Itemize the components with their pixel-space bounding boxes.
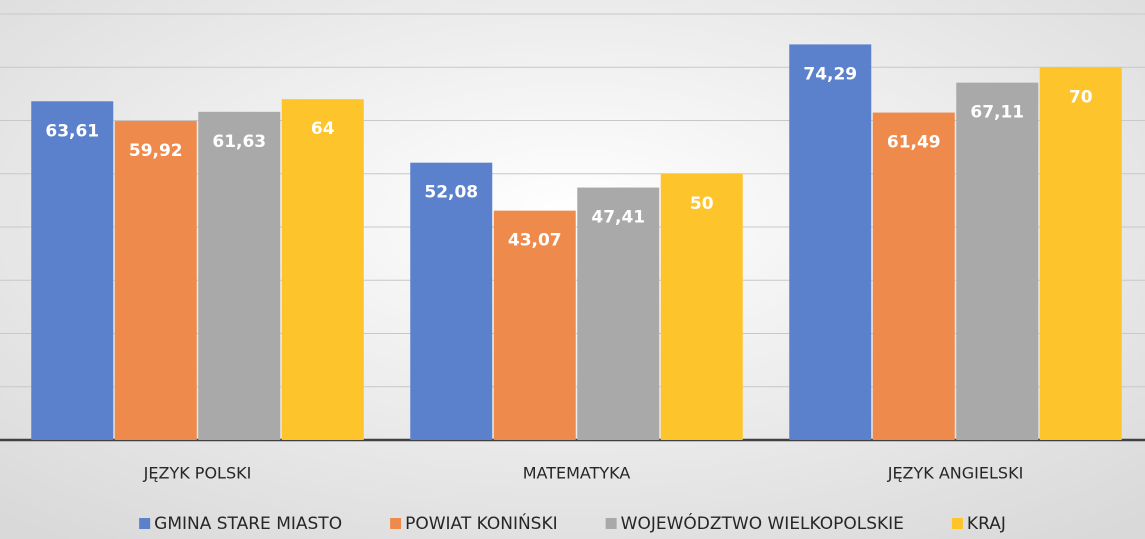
data-label: 52,08: [424, 183, 478, 203]
bar: [493, 210, 576, 440]
legend-label: KRAJ: [967, 514, 1006, 534]
x-tick-label: MATEMATYKA: [523, 464, 631, 483]
data-label: 74,29: [803, 64, 857, 84]
data-label: 70: [1069, 87, 1093, 107]
legend-label: WOJEWÓDZTWO WIELKOPOLSKIE: [621, 512, 904, 534]
legend-swatch: [390, 518, 402, 529]
data-label: 43,07: [508, 231, 562, 251]
data-label: 61,49: [887, 133, 941, 153]
bar: [410, 162, 493, 440]
bar: [281, 99, 364, 440]
legend-swatch: [605, 518, 617, 529]
x-tick-label: JĘZYK ANGIELSKI: [887, 464, 1024, 483]
data-label: 50: [690, 194, 714, 214]
x-tick-label: JĘZYK POLSKI: [143, 464, 252, 483]
bar: [789, 44, 872, 440]
data-label: 64: [311, 119, 335, 139]
legend-swatch: [139, 518, 151, 529]
bar: [1039, 67, 1122, 440]
bar: [114, 120, 197, 441]
data-label: 59,92: [129, 141, 183, 161]
data-label: 61,63: [212, 132, 266, 152]
bar: [577, 187, 660, 440]
legend-swatch: [951, 518, 963, 529]
data-label: 47,41: [591, 208, 645, 228]
legend-label: GMINA STARE MIASTO: [154, 514, 342, 534]
data-label: 67,11: [970, 103, 1024, 123]
bar: [198, 111, 281, 440]
data-label: 63,61: [45, 121, 99, 141]
bar: [956, 82, 1039, 440]
bar: [660, 173, 743, 440]
bar: [31, 101, 114, 441]
legend-label: POWIAT KONIŃSKI: [405, 512, 558, 534]
bar: [872, 112, 955, 441]
